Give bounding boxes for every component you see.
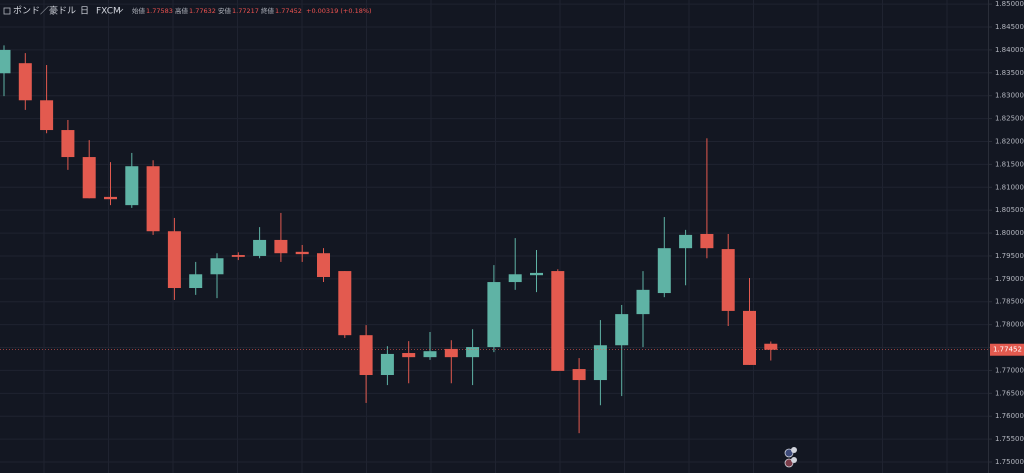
candle-body: [167, 231, 181, 289]
y-tick-label: 1.83500: [995, 69, 1024, 77]
candle-body: [721, 249, 735, 311]
candle-body: [572, 369, 586, 381]
candle-body: [679, 234, 693, 249]
y-tick-label: 1.80000: [995, 229, 1024, 237]
candle-body: [380, 353, 394, 376]
candle-body: [61, 130, 75, 158]
candle-body: [636, 289, 650, 315]
candle-body: [338, 271, 352, 336]
candle-body: [0, 49, 11, 74]
ohlc-label: 安値: [218, 6, 232, 15]
candle-body: [487, 282, 501, 348]
symbol-icon: [3, 7, 11, 15]
y-tick-label: 1.75000: [995, 458, 1024, 466]
candle-body: [82, 157, 96, 199]
candle-body: [444, 348, 458, 358]
candle-body: [423, 351, 437, 358]
ohlc-value: 1.77632: [189, 7, 216, 15]
event-icon[interactable]: [784, 448, 794, 458]
event-icon[interactable]: [784, 458, 794, 468]
candle-body: [593, 345, 607, 381]
symbol: ポンド／豪ドル: [13, 5, 76, 17]
y-tick-label: 1.78500: [995, 298, 1024, 306]
grid: [0, 0, 988, 473]
y-tick-label: 1.83000: [995, 92, 1024, 100]
dropdown-icon[interactable]: [117, 8, 124, 13]
y-tick-label: 1.80500: [995, 206, 1024, 214]
event-icons[interactable]: [784, 447, 797, 468]
y-tick-label: 1.84000: [995, 46, 1024, 54]
y-tick-label: 1.82500: [995, 115, 1024, 123]
ohlc-value: 1.77583: [146, 7, 173, 15]
ohlc-legend: 始値 1.77583 高値 1.77632 安値 1.77217 終値 1.77452: [132, 6, 302, 15]
candle-body: [125, 166, 139, 206]
header: ポンド／豪ドル 日 FXCM 始値 1.77583 高値 1.77632 安値 1.772…: [3, 5, 372, 17]
y-tick-label: 1.81500: [995, 160, 1024, 168]
y-tick-label: 1.79500: [995, 252, 1024, 260]
event-icon[interactable]: [791, 457, 797, 463]
ohlc-label: 高値: [175, 6, 189, 15]
y-tick-label: 1.78000: [995, 321, 1024, 329]
ohlc-value: 1.77217: [232, 7, 259, 15]
y-tick-label: 1.76000: [995, 412, 1024, 420]
y-tick-label: 1.76500: [995, 389, 1024, 397]
candle-body: [189, 274, 203, 289]
ohlc-value: 1.77452: [275, 7, 302, 15]
y-tick-label: 1.77000: [995, 366, 1024, 374]
change: +0.00319 (+0.18%): [306, 7, 372, 15]
candle-body: [231, 255, 245, 257]
candle-body: [210, 258, 224, 275]
y-tick-label: 1.85000: [995, 0, 1024, 8]
candle-body: [615, 314, 629, 346]
candle-body: [317, 253, 330, 278]
candle-body: [743, 310, 756, 365]
candle-body: [657, 248, 671, 294]
y-tick-label: 1.82000: [995, 137, 1024, 145]
last-price-tag: [990, 343, 1024, 356]
interval: 日: [80, 6, 89, 17]
candle-body: [764, 343, 778, 350]
last-price-label: 1.77452: [993, 346, 1022, 354]
y-tick-label: 1.84500: [995, 23, 1024, 31]
candle-body: [466, 347, 480, 358]
candle-body: [253, 239, 267, 256]
candle-body: [530, 272, 543, 276]
candle-body: [700, 233, 714, 249]
ohlc-label: 始値: [132, 6, 146, 15]
event-icon[interactable]: [791, 447, 797, 453]
candle-body: [274, 239, 288, 254]
y-tick-label: 1.75500: [995, 435, 1024, 443]
candle-body: [402, 353, 416, 358]
candle-body: [295, 251, 309, 255]
ohlc-label: 終値: [261, 6, 275, 15]
y-tick-label: 1.81000: [995, 183, 1024, 191]
plot: [0, 45, 778, 434]
source: FXCM: [96, 7, 121, 17]
candle-body: [551, 271, 565, 371]
candle-body: [40, 100, 54, 131]
candle-body: [104, 196, 117, 200]
candle-body: [359, 335, 373, 376]
candle-body: [508, 274, 522, 283]
candle-body: [18, 63, 32, 101]
y-tick-label: 1.79000: [995, 275, 1024, 283]
candle-body: [146, 166, 160, 232]
